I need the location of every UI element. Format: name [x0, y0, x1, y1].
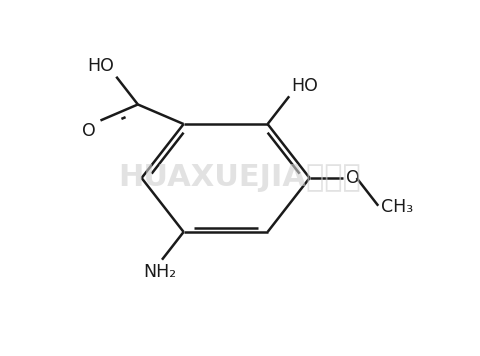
Text: CH₃: CH₃ — [381, 198, 413, 216]
Text: O: O — [82, 122, 96, 140]
Text: HUAXUEJIA化学加: HUAXUEJIA化学加 — [119, 163, 361, 193]
Text: O: O — [346, 169, 360, 187]
Text: NH₂: NH₂ — [143, 262, 176, 281]
Text: HO: HO — [292, 77, 318, 95]
Text: HO: HO — [87, 57, 114, 75]
